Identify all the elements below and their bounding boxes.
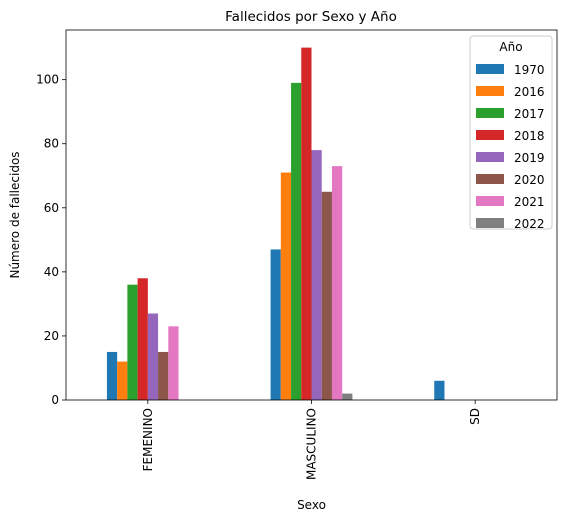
legend-swatch-2022 [476,218,504,228]
x-axis-label: Sexo [297,498,326,512]
x-tick-label: SD [468,408,482,425]
legend-label-2021: 2021 [514,195,545,209]
bar-2018-masculino [301,47,312,400]
legend-swatch-1970 [476,64,504,74]
bar-1970-masculino [270,249,281,400]
bar-2019-femenino [147,313,159,400]
y-tick-label: 0 [51,393,59,407]
bar-2017-masculino [291,82,302,400]
legend-swatch-2017 [476,108,504,118]
legend-swatch-2021 [476,196,504,206]
y-tick-label: 80 [44,137,59,151]
bar-2020-femenino [158,351,169,400]
legend: Año 1970 2016 2017 2018 2019 2020 2021 2022 [469,35,553,231]
bar-2016-femenino [117,361,128,400]
bar-1970-femenino [106,351,118,400]
bar-2017-femenino [127,284,138,400]
chart-title: Fallecidos por Sexo y Año [225,9,397,25]
y-tick-label: 100 [36,73,59,87]
legend-swatch-2018 [476,130,504,140]
legend-label-2022: 2022 [514,217,545,231]
bar-2020-masculino [321,191,332,400]
bar-2019-masculino [311,150,322,400]
legend-swatch-2019 [476,152,504,162]
legend-title: Año [499,40,522,54]
bar-1970-sd [434,380,445,400]
y-tick-label: 40 [44,265,59,279]
bar-2021-femenino [168,326,179,400]
bar-2016-masculino [280,172,292,400]
legend-swatch-2020 [476,174,504,184]
legend-label-2020: 2020 [514,173,545,187]
y-axis-label: Número de fallecidos [8,151,22,278]
y-axis: 0 20 40 60 80 100 [36,73,66,407]
legend-label-2016: 2016 [514,85,545,99]
bars-group [106,47,445,400]
x-tick-label: MASCULINO [305,408,319,480]
y-tick-label: 60 [44,201,59,215]
legend-label-2019: 2019 [514,151,545,165]
legend-label-2018: 2018 [514,129,545,143]
legend-label-2017: 2017 [514,107,545,121]
x-tick-label: FEMENINO [141,408,155,471]
bar-2018-femenino [137,278,148,400]
legend-label-1970: 1970 [514,63,545,77]
x-axis: FEMENINO MASCULINO SD [141,400,482,480]
legend-swatch-2016 [476,86,504,96]
bar-2021-masculino [331,166,343,400]
bar-2022-masculino [342,393,353,400]
y-tick-label: 20 [44,329,59,343]
